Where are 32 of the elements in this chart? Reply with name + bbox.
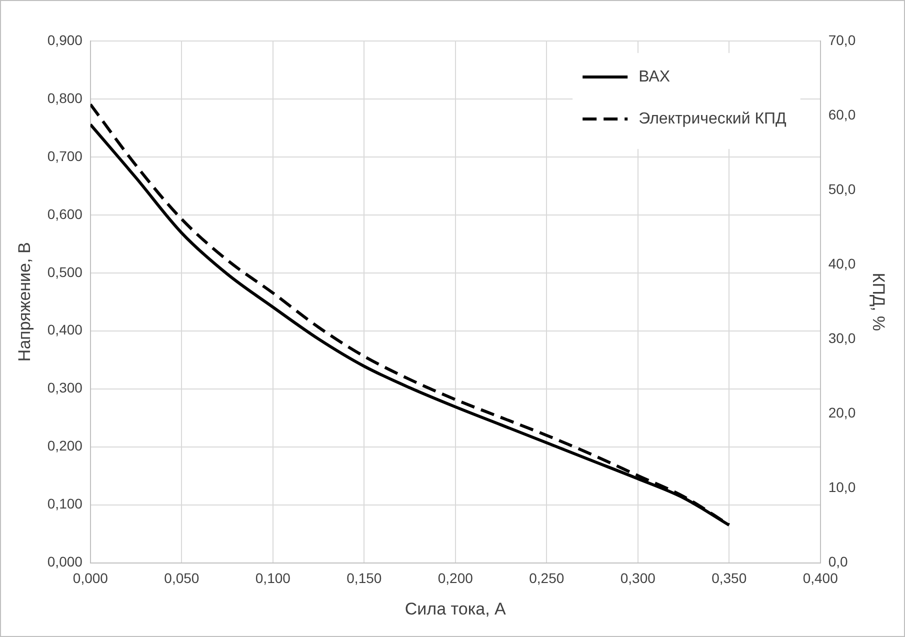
x-tick-label: 0,000: [72, 570, 108, 586]
legend-label: ВАХ: [638, 68, 670, 86]
y-tick-label: 0,100: [47, 496, 83, 512]
x-tick-label: 0,050: [164, 570, 200, 586]
x-tick-label: 0,350: [712, 570, 747, 586]
y2-axis-title: КПД, %: [869, 272, 888, 331]
y2-tick-label: 50,0: [828, 180, 856, 197]
y2-tick-label: 60,0: [828, 106, 856, 122]
y-tick-label: 0,700: [47, 148, 83, 164]
y-tick-label: 0,400: [47, 322, 83, 338]
y2-tick-label: 70,0: [828, 32, 856, 48]
x-tick-label: 0,100: [255, 570, 291, 586]
y2-tick-label: 40,0: [828, 255, 856, 272]
y-tick-label: 0,300: [47, 380, 83, 396]
y2-tick-label: 30,0: [828, 330, 856, 346]
y2-tick-label: 0,0: [828, 554, 848, 570]
y-tick-label: 0,000: [47, 554, 83, 570]
y-tick-label: 0,600: [47, 206, 83, 222]
y-tick-label: 0,200: [47, 438, 83, 454]
y-tick-label: 0,800: [47, 90, 83, 106]
x-axis-title: Сила тока, А: [404, 599, 507, 618]
y-axis-title: Напряжение, В: [14, 242, 34, 362]
y2-tick-label: 10,0: [828, 479, 856, 496]
x-tick-label: 0,300: [620, 570, 656, 586]
y2-tick-label: 20,0: [828, 404, 856, 421]
x-tick-label: 0,250: [529, 570, 564, 586]
y-tick-label: 0,500: [47, 264, 83, 280]
x-tick-label: 0,150: [346, 570, 382, 586]
x-tick-label: 0,400: [802, 570, 838, 586]
x-tick-label: 0,200: [438, 570, 474, 586]
legend-label: Электрический КПД: [638, 110, 787, 128]
y-tick-label: 0,900: [47, 32, 83, 48]
